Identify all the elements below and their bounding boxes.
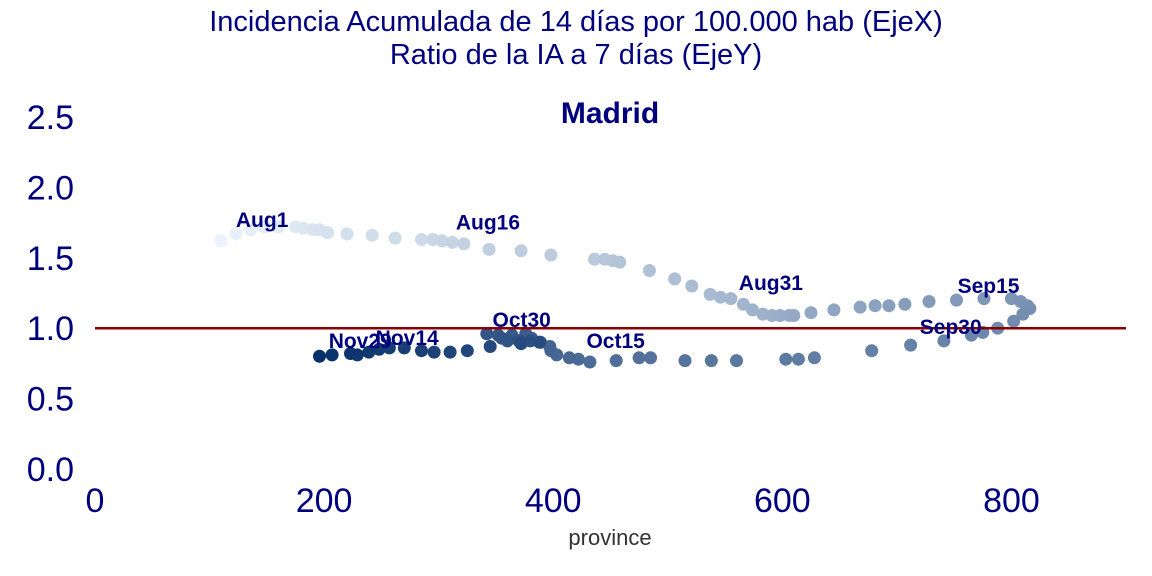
data-point bbox=[460, 344, 474, 358]
date-annotation: Sep15 bbox=[958, 275, 1020, 298]
chart-subtitle: Madrid bbox=[561, 97, 659, 130]
data-point bbox=[613, 255, 627, 269]
data-point bbox=[365, 228, 379, 242]
data-point bbox=[588, 252, 601, 266]
data-point bbox=[730, 354, 743, 368]
date-annotation: Oct30 bbox=[493, 309, 551, 332]
data-point bbox=[704, 354, 718, 368]
data-point bbox=[685, 279, 699, 293]
x-tick-labels: 0 200 400 600 800 bbox=[86, 482, 1040, 520]
y-tick-label: 2.0 bbox=[27, 169, 74, 207]
data-point bbox=[632, 351, 646, 365]
data-point bbox=[415, 344, 428, 358]
data-point bbox=[668, 272, 682, 286]
data-point bbox=[937, 334, 951, 348]
y-tick-labels: 0.0 0.5 1.0 1.5 2.0 2.5 bbox=[27, 99, 74, 489]
data-point bbox=[445, 235, 459, 249]
data-point bbox=[480, 327, 494, 341]
data-point bbox=[321, 226, 334, 239]
data-point bbox=[583, 355, 597, 369]
data-point bbox=[443, 345, 457, 359]
date-annotation: Sep30 bbox=[920, 316, 982, 339]
data-point bbox=[804, 306, 818, 320]
data-point bbox=[714, 290, 727, 304]
date-annotation: Nov14 bbox=[376, 327, 439, 350]
x-axis-label: province bbox=[568, 525, 651, 550]
data-point bbox=[787, 309, 801, 322]
data-point bbox=[773, 309, 787, 322]
data-point bbox=[483, 340, 497, 353]
data-point bbox=[397, 341, 411, 355]
data-point bbox=[362, 345, 376, 359]
data-point bbox=[344, 347, 357, 360]
y-tick-label: 0.5 bbox=[27, 381, 74, 419]
data-point bbox=[388, 231, 402, 245]
data-point bbox=[533, 335, 546, 349]
data-point bbox=[244, 223, 258, 237]
data-point bbox=[644, 351, 658, 365]
data-point bbox=[868, 299, 882, 313]
chart-title: Incidencia Acumulada de 14 días por 100.… bbox=[0, 6, 1152, 72]
data-point bbox=[1007, 314, 1021, 328]
data-point bbox=[271, 220, 285, 234]
data-point bbox=[258, 220, 271, 234]
data-point bbox=[229, 227, 243, 241]
data-point bbox=[904, 338, 918, 352]
y-tick-label: 0.0 bbox=[27, 451, 74, 489]
data-point bbox=[746, 303, 759, 317]
chart-title-line-1: Incidencia Acumulada de 14 días por 100.… bbox=[209, 6, 943, 38]
data-point bbox=[340, 227, 354, 241]
data-point bbox=[950, 293, 963, 307]
data-point bbox=[609, 354, 623, 368]
date-annotations: Aug1 Aug16 Aug31 Sep15 Sep30 Oct15 Oct30 Nov14N… bbox=[236, 209, 1020, 353]
data-point bbox=[865, 344, 879, 358]
data-point bbox=[898, 297, 912, 311]
data-point bbox=[922, 295, 936, 308]
x-tick-label: 600 bbox=[754, 482, 811, 520]
date-annotation: Nov29 bbox=[329, 330, 392, 353]
data-point bbox=[807, 351, 821, 365]
data-point bbox=[482, 242, 496, 256]
x-tick-label: 0 bbox=[86, 482, 105, 520]
date-annotation: Aug1 bbox=[236, 209, 289, 232]
x-tick-label: 200 bbox=[296, 482, 353, 520]
scatter-points bbox=[214, 220, 1037, 369]
data-point bbox=[791, 352, 805, 366]
data-point bbox=[427, 345, 441, 359]
data-point bbox=[977, 292, 991, 306]
data-point bbox=[500, 334, 514, 348]
date-annotation: Oct15 bbox=[586, 330, 645, 353]
data-point bbox=[1016, 307, 1030, 321]
data-point bbox=[562, 351, 576, 365]
data-point bbox=[544, 248, 558, 262]
data-point bbox=[313, 349, 326, 363]
data-point bbox=[457, 237, 471, 251]
data-point bbox=[827, 303, 841, 317]
data-point bbox=[415, 233, 428, 246]
data-point bbox=[964, 328, 978, 342]
y-tick-label: 1.0 bbox=[27, 310, 74, 348]
data-point bbox=[724, 292, 738, 306]
date-annotation: Aug16 bbox=[456, 212, 520, 235]
data-point bbox=[678, 354, 692, 368]
data-point bbox=[853, 300, 867, 314]
data-point bbox=[703, 287, 717, 301]
date-annotation: Aug31 bbox=[739, 272, 804, 295]
data-point bbox=[779, 352, 793, 366]
data-point bbox=[882, 299, 896, 313]
x-tick-label: 800 bbox=[983, 482, 1040, 520]
chart-title-line-2: Ratio de la IA a 7 días (EjeY) bbox=[389, 39, 763, 71]
data-point bbox=[382, 341, 396, 355]
data-point bbox=[642, 264, 656, 277]
y-tick-label: 1.5 bbox=[27, 240, 74, 278]
data-point bbox=[325, 348, 339, 362]
data-point bbox=[514, 337, 528, 351]
y-tick-label: 2.5 bbox=[27, 99, 74, 137]
data-point bbox=[514, 244, 528, 258]
x-tick-label: 400 bbox=[525, 482, 582, 520]
data-point bbox=[372, 342, 386, 356]
data-point bbox=[435, 234, 449, 248]
data-point bbox=[214, 234, 228, 248]
